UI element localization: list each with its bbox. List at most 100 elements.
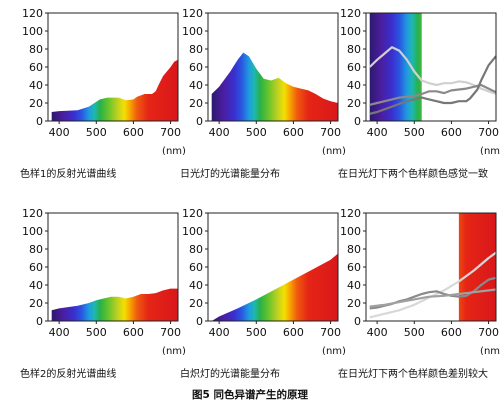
x-tick-label: 700	[320, 326, 341, 339]
x-tick-label: 500	[404, 326, 425, 339]
x-tick-label: 600	[283, 126, 304, 139]
x-tick-label: 500	[86, 326, 107, 339]
series-line-2	[369, 83, 497, 106]
x-tick-label: 400	[49, 326, 70, 339]
y-tick-label: 120	[340, 7, 361, 20]
series-line-3	[369, 288, 497, 308]
x-unit-label: (nm)	[162, 346, 186, 355]
chart-2: 0 20 40 60 80 100 120 400 500 600 700 (nm) 日光灯的光谱能量分…	[180, 5, 350, 190]
x-tick-label: 700	[320, 126, 341, 139]
x-tick-label: 600	[123, 126, 144, 139]
y-tick-label: 20	[189, 297, 203, 310]
y-tick-label: 80	[347, 43, 361, 56]
spectrum-area	[211, 253, 338, 321]
chart-1: 0 20 40 60 80 100 120 400 500 600 700 (nm) 色样1的反射光谱曲…	[20, 5, 190, 190]
y-tick-label: 60	[347, 61, 361, 74]
y-tick-label: 80	[347, 243, 361, 256]
x-unit-label: (nm)	[322, 146, 346, 155]
series-line-3	[369, 55, 497, 115]
chart-3: 0 20 40 60 80 100 120 400 500 600 700 (nm) 在日光灯下两个色样…	[338, 5, 500, 190]
x-tick-label: 400	[209, 126, 230, 139]
chart-svg: 0 20 40 60 80 100 120 400 500 600 700 (nm)	[340, 7, 500, 155]
y-tick-label: 100	[182, 25, 203, 38]
spectrum-area	[211, 52, 338, 121]
y-tick-label: 40	[189, 79, 203, 92]
y-tick-label: 0	[354, 115, 361, 128]
y-tick-label: 60	[29, 61, 43, 74]
x-unit-label: (nm)	[480, 346, 500, 355]
x-tick-label: 500	[86, 126, 107, 139]
chart-svg: 0 20 40 60 80 100 120 400 500 600 700 (nm)	[182, 7, 346, 155]
y-tick-label: 100	[22, 225, 43, 238]
y-tick-label: 100	[182, 225, 203, 238]
chart-svg: 0 20 40 60 80 100 120 400 500 600 700 (nm)	[340, 207, 500, 355]
y-tick-label: 20	[29, 97, 43, 110]
x-tick-label: 500	[246, 326, 267, 339]
x-unit-label: (nm)	[162, 146, 186, 155]
chart-caption: 在日光灯下两个色样颜色感觉一致	[338, 169, 488, 180]
x-tick-label: 700	[478, 126, 499, 139]
y-tick-label: 20	[29, 297, 43, 310]
y-tick-label: 20	[189, 97, 203, 110]
chart-caption: 在日光灯下两个色样颜色差别较大	[338, 369, 488, 380]
chart-caption: 白炽灯的光谱能量分布	[180, 369, 280, 380]
y-tick-label: 0	[354, 315, 361, 328]
y-tick-label: 60	[29, 261, 43, 274]
y-tick-label: 120	[182, 7, 203, 20]
x-tick-label: 600	[441, 326, 462, 339]
x-tick-label: 400	[367, 326, 388, 339]
chart-caption: 日光灯的光谱能量分布	[180, 169, 280, 180]
x-tick-label: 600	[123, 326, 144, 339]
chart-caption: 色样2的反射光谱曲线	[20, 369, 117, 380]
x-unit-label: (nm)	[322, 346, 346, 355]
y-tick-label: 40	[347, 79, 361, 92]
chart-4: 0 20 40 60 80 100 120 400 500 600 700 (nm) 色样2的反射光谱曲…	[20, 205, 190, 390]
chart-svg: 0 20 40 60 80 100 120 400 500 600 700 (nm)	[22, 207, 186, 355]
y-tick-label: 80	[189, 243, 203, 256]
x-tick-label: 600	[441, 126, 462, 139]
y-tick-label: 60	[189, 261, 203, 274]
y-tick-label: 120	[22, 7, 43, 20]
y-tick-label: 60	[189, 61, 203, 74]
figure-caption: 图5 同色异谱产生的原理	[192, 389, 308, 401]
y-tick-label: 100	[22, 25, 43, 38]
x-tick-label: 700	[160, 126, 181, 139]
chart-5: 0 20 40 60 80 100 120 400 500 600 700 (nm) 白炽灯的光谱能量分…	[180, 205, 350, 390]
x-tick-label: 500	[404, 126, 425, 139]
y-tick-label: 100	[340, 225, 361, 238]
chart-svg: 0 20 40 60 80 100 120 400 500 600 700 (nm)	[22, 7, 186, 155]
x-tick-label: 600	[283, 326, 304, 339]
x-tick-label: 700	[478, 326, 499, 339]
y-tick-label: 120	[22, 207, 43, 220]
y-tick-label: 0	[196, 315, 203, 328]
y-tick-label: 40	[29, 279, 43, 292]
y-tick-label: 0	[36, 315, 43, 328]
x-tick-label: 400	[49, 126, 70, 139]
y-tick-label: 20	[347, 297, 361, 310]
y-tick-label: 40	[189, 279, 203, 292]
chart-6: 0 20 40 60 80 100 120 400 500 600 700 (nm) 在日光灯下两个色样…	[338, 205, 500, 390]
y-tick-label: 80	[29, 243, 43, 256]
x-unit-label: (nm)	[480, 146, 500, 155]
y-tick-label: 80	[189, 43, 203, 56]
y-tick-label: 40	[347, 279, 361, 292]
x-tick-label: 400	[209, 326, 230, 339]
y-tick-label: 120	[182, 207, 203, 220]
y-tick-label: 60	[347, 261, 361, 274]
x-tick-label: 400	[367, 126, 388, 139]
chart-caption: 色样1的反射光谱曲线	[20, 169, 117, 180]
x-tick-label: 700	[160, 326, 181, 339]
y-tick-label: 0	[196, 115, 203, 128]
chart-svg: 0 20 40 60 80 100 120 400 500 600 700 (nm)	[182, 207, 346, 355]
y-tick-label: 80	[29, 43, 43, 56]
y-tick-label: 120	[340, 207, 361, 220]
series-line-1	[369, 251, 497, 319]
y-tick-label: 0	[36, 115, 43, 128]
spectrum-area	[51, 59, 179, 121]
x-tick-label: 500	[246, 126, 267, 139]
y-tick-label: 100	[340, 25, 361, 38]
y-tick-label: 40	[29, 79, 43, 92]
y-tick-label: 20	[347, 97, 361, 110]
spectrum-area	[51, 288, 179, 321]
